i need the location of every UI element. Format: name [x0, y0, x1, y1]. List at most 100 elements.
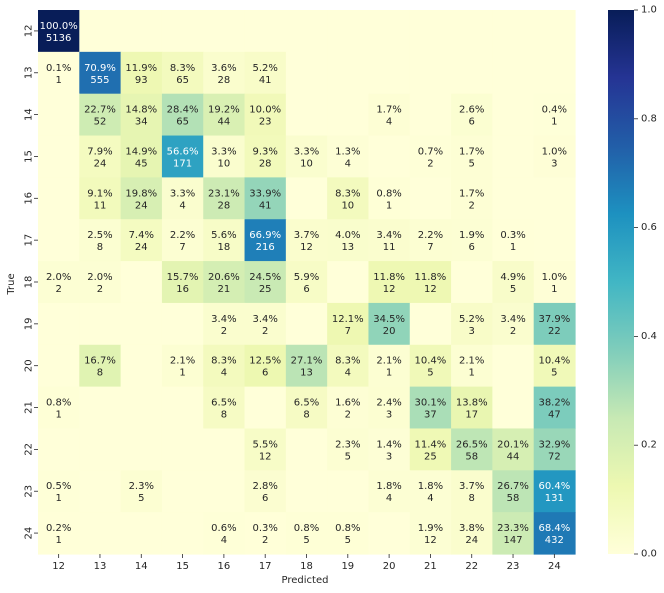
cell-percent-label: 12.5% [249, 356, 281, 367]
cell-count-label: 24 [135, 242, 148, 253]
cell-count-label: 1 [55, 75, 61, 86]
heatmap-cell [285, 93, 328, 137]
heatmap-cell [409, 177, 452, 220]
heatmap-cell [120, 512, 163, 555]
heatmap-cell [79, 177, 122, 220]
heatmap-cell [409, 10, 452, 53]
y-tick-label: 24 [24, 527, 35, 540]
cell-percent-label: 3.3% [211, 146, 236, 157]
heatmap-cell [451, 219, 493, 262]
cell-percent-label: 23.1% [208, 188, 240, 199]
x-tick-label: 16 [218, 561, 231, 572]
cell-count-label: 16 [176, 284, 189, 295]
cell-count-label: 22 [548, 326, 561, 337]
cell-count-label: 3 [551, 158, 557, 169]
cell-percent-label: 5.2% [459, 314, 484, 325]
heatmap-cell [120, 470, 163, 513]
heatmap-cell [492, 93, 535, 137]
heatmap-cell [409, 344, 452, 388]
cell-percent-label: 0.3% [252, 523, 277, 534]
cell-count-label: 147 [503, 535, 522, 546]
cell-percent-label: 3.4% [500, 314, 525, 325]
heatmap-cell [161, 135, 204, 178]
cell-count-label: 44 [507, 451, 520, 462]
y-tick-label: 23 [24, 485, 35, 498]
heatmap-cell [38, 512, 80, 555]
cell-percent-label: 100.0% [40, 21, 78, 32]
cell-count-label: 4 [179, 200, 185, 211]
cell-count-label: 28 [259, 158, 272, 169]
cell-count-label: 4 [221, 368, 227, 379]
cell-percent-label: 3.7% [459, 481, 484, 492]
cell-percent-label: 0.3% [500, 230, 525, 241]
cell-percent-label: 37.9% [538, 314, 570, 325]
heatmap-cell [285, 470, 328, 513]
cell-count-label: 2 [345, 410, 351, 421]
heatmap-cell [327, 344, 370, 388]
colorbar-tick-label: 0.6 [641, 222, 657, 233]
cell-count-label: 10 [218, 158, 231, 169]
cell-count-label: 12 [424, 284, 437, 295]
heatmap-cell [533, 512, 576, 555]
heatmap-cell [244, 10, 287, 53]
heatmap-cell [120, 10, 163, 53]
heatmap-cell [79, 386, 122, 430]
cell-count-label: 25 [259, 284, 272, 295]
heatmap-cell [451, 386, 493, 430]
cell-count-label: 11 [94, 200, 107, 211]
cell-percent-label: 6.5% [211, 398, 236, 409]
heatmap-cell [161, 302, 204, 346]
cell-percent-label: 0.8% [335, 523, 360, 534]
heatmap-cell [244, 386, 287, 430]
heatmap-cell [285, 51, 328, 95]
heatmap-cell [492, 344, 535, 388]
heatmap-cell [120, 135, 163, 178]
cell-count-label: 6 [469, 242, 475, 253]
cell-percent-label: 56.6% [167, 146, 199, 157]
cell-count-label: 44 [218, 117, 231, 128]
cell-percent-label: 3.4% [211, 314, 236, 325]
cell-percent-label: 9.1% [87, 188, 112, 199]
cell-count-label: 8 [97, 242, 103, 253]
cell-percent-label: 2.2% [170, 230, 195, 241]
heatmap-cell [285, 386, 328, 430]
heatmap-cell [285, 428, 328, 471]
cell-count-label: 5 [427, 368, 433, 379]
cell-percent-label: 8.3% [170, 63, 195, 74]
heatmap-cell [368, 93, 411, 137]
cell-count-label: 65 [176, 117, 189, 128]
cell-percent-label: 12.1% [332, 314, 364, 325]
cell-percent-label: 2.3% [129, 481, 154, 492]
heatmap-cell [244, 177, 287, 220]
cell-count-label: 25 [424, 451, 437, 462]
heatmap-cell [79, 261, 122, 304]
cell-count-label: 2 [55, 284, 61, 295]
cell-percent-label: 11.4% [415, 439, 447, 450]
cell-percent-label: 14.8% [125, 105, 157, 116]
x-tick-label: 23 [507, 561, 520, 572]
cell-count-label: 7 [345, 326, 351, 337]
cell-count-label: 5 [551, 368, 557, 379]
heatmap-cell [368, 470, 411, 513]
heatmap-cell [451, 428, 493, 471]
heatmap-cell [492, 51, 535, 95]
heatmap-cell [409, 302, 452, 346]
cell-count-label: 3 [386, 410, 392, 421]
cell-percent-label: 34.5% [373, 314, 405, 325]
x-tick-label: 19 [341, 561, 354, 572]
cell-count-label: 5 [303, 535, 309, 546]
cell-count-label: 3 [386, 451, 392, 462]
cell-percent-label: 68.4% [538, 523, 570, 534]
heatmap-cell [533, 10, 576, 53]
heatmap-cell [492, 135, 535, 178]
cell-percent-label: 3.8% [459, 523, 484, 534]
cell-count-label: 171 [173, 158, 192, 169]
cell-percent-label: 0.4% [542, 105, 567, 116]
heatmap-cell [79, 512, 122, 555]
cell-percent-label: 2.5% [87, 230, 112, 241]
heatmap-cell [203, 51, 246, 95]
heatmap-cell [327, 177, 370, 220]
heatmap-cell [38, 261, 80, 304]
heatmap-cell [38, 10, 80, 53]
cell-percent-label: 3.6% [211, 63, 236, 74]
